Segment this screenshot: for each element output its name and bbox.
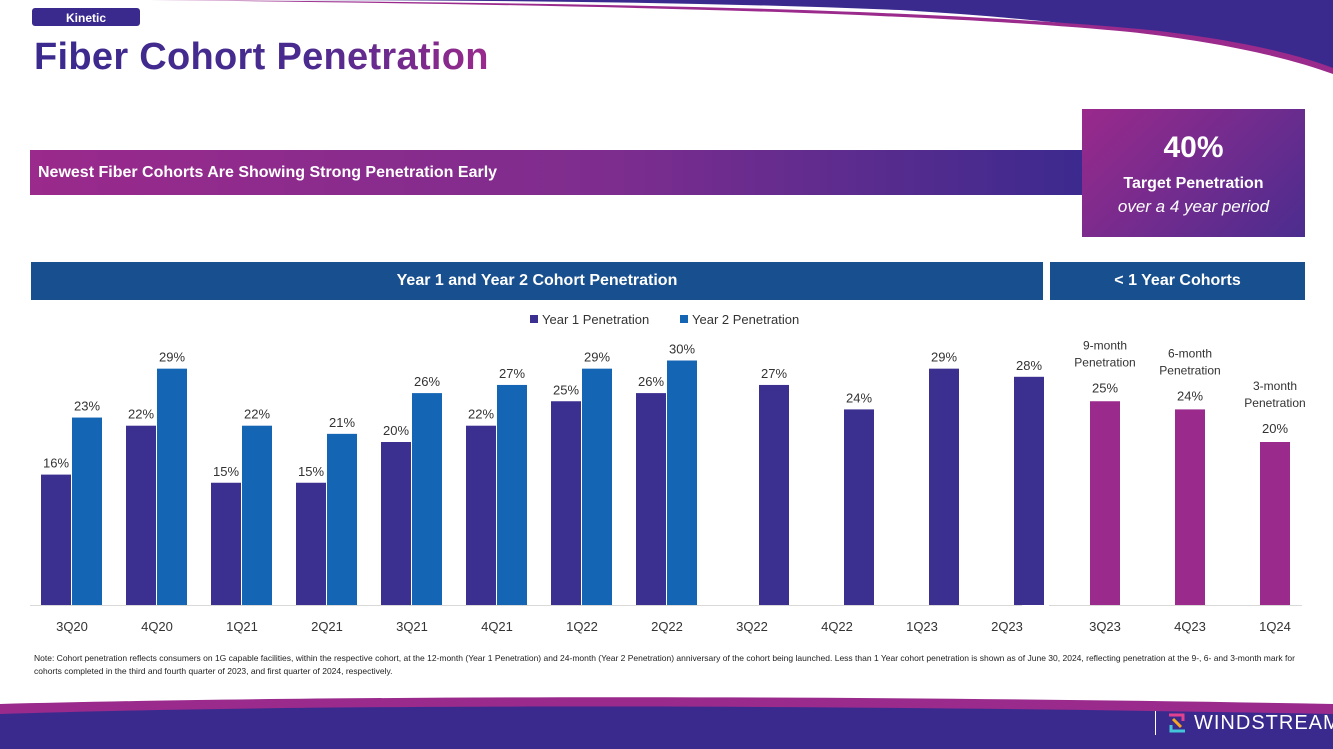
annotation-4Q23-line1: 6-month [1168,346,1212,360]
bar-year1-2Q21 [296,482,326,605]
annotation-3Q23-line1: 9-month [1083,338,1127,352]
data-label-year1-1Q23: 29% [931,350,957,365]
penetration-chart: Year 1 Penetration Year 2 Penetration 16% 2… [30,312,1306,634]
x-tick-1Q22: 1Q22 [566,619,598,634]
bar-year2-4Q20 [157,368,187,605]
legend-swatch-year1 [530,315,538,323]
data-label-year1-4Q20: 22% [128,407,154,422]
data-label-year1-2Q22: 26% [638,374,664,389]
annotation-3Q23-line2: Penetration [1074,355,1135,369]
bar-year2-3Q21 [412,393,442,605]
bar-year1-1Q23 [929,368,959,605]
bar-year1-2Q22 [636,393,666,605]
bar-year1-1Q22 [551,401,581,605]
data-label-year2-1Q22: 29% [584,350,610,365]
logo-separator [1155,711,1156,735]
data-label-year2-2Q21: 21% [329,415,355,430]
bar-year1-4Q22 [844,409,874,605]
windstream-logo-icon [1169,713,1185,733]
data-label-year2-3Q21: 26% [414,374,440,389]
x-tick-1Q21: 1Q21 [226,619,258,634]
data-label-year2-4Q21: 27% [499,366,525,381]
bar-year1-4Q21 [466,425,496,605]
x-tick-2Q22: 2Q22 [651,619,683,634]
footnote: Note: Cohort penetration reflects consum… [34,653,1295,676]
bar-year1-2Q23 [1014,376,1044,605]
logo-wordmark: WINDSTREAM [1194,711,1333,734]
data-label-year2-2Q22: 30% [669,342,695,357]
data-label-year1-4Q22: 24% [846,390,872,405]
data-label-year1-2Q21: 15% [298,464,324,479]
target-label: Target Penetration [1123,175,1264,192]
top-wave-decoration [150,0,1333,74]
x-tick-3Q23: 3Q23 [1089,619,1121,634]
x-tick-4Q20: 4Q20 [141,619,173,634]
headline-banner: Newest Fiber Cohorts Are Showing Strong … [30,150,1090,195]
bar-year2-3Q20 [72,417,102,605]
bottom-wave-decoration [0,697,1333,749]
bar-year1-3Q20 [41,474,71,605]
data-label-year1-1Q22: 25% [553,382,579,397]
data-label-year1-3Q20: 16% [43,456,69,471]
annotation-1Q24-line2: Penetration [1244,396,1305,410]
x-tick-3Q20: 3Q20 [56,619,88,634]
bar-cohort-1Q24 [1260,442,1290,605]
data-label-year2-3Q20: 23% [74,399,100,414]
data-label-cohort-3Q23: 25% [1092,380,1118,395]
target-value: 40% [1163,131,1224,164]
x-tick-2Q21: 2Q21 [311,619,343,634]
bar-year1-3Q21 [381,442,411,605]
bar-year1-4Q20 [126,425,156,605]
bar-year1-1Q21 [211,482,241,605]
bar-year2-2Q21 [327,433,357,605]
target-penetration-box: 40% Target Penetration over a 4 year per… [1082,109,1305,237]
data-label-year1-2Q23: 28% [1016,358,1042,373]
legend-swatch-year2 [680,315,688,323]
data-label-cohort-1Q24: 20% [1262,421,1288,436]
bar-year1-3Q22 [759,384,789,605]
bar-year2-4Q21 [497,384,527,605]
bar-cohort-3Q23 [1090,401,1120,605]
x-tick-4Q21: 4Q21 [481,619,513,634]
bar-year2-1Q22 [582,368,612,605]
kinetic-badge: Kinetic [32,8,140,26]
data-label-year1-4Q21: 22% [468,407,494,422]
x-tick-3Q22: 3Q22 [736,619,768,634]
x-tick-3Q21: 3Q21 [396,619,428,634]
x-tick-1Q24: 1Q24 [1259,619,1291,634]
data-label-cohort-4Q23: 24% [1177,388,1203,403]
x-tick-4Q22: 4Q22 [821,619,853,634]
target-subtitle: over a 4 year period [1117,197,1270,216]
main-chart-header: Year 1 and Year 2 Cohort Penetration [31,262,1043,300]
x-tick-2Q23: 2Q23 [991,619,1023,634]
legend-label-year2: Year 2 Penetration [692,312,799,327]
data-label-year1-3Q22: 27% [761,366,787,381]
annotation-1Q24-line1: 3-month [1253,379,1297,393]
bar-year2-1Q21 [242,425,272,605]
data-label-year1-1Q21: 15% [213,464,239,479]
data-label-year1-3Q21: 20% [383,423,409,438]
data-label-year2-1Q21: 22% [244,407,270,422]
x-tick-4Q23: 4Q23 [1174,619,1206,634]
bar-cohort-4Q23 [1175,409,1205,605]
windstream-logo: WINDSTREAM [1155,708,1333,738]
page-title: Fiber Cohort Penetration [34,36,489,78]
data-label-year2-4Q20: 29% [159,350,185,365]
annotation-4Q23-line2: Penetration [1159,363,1220,377]
x-tick-1Q23: 1Q23 [906,619,938,634]
side-chart-header: < 1 Year Cohorts [1050,262,1305,300]
bar-year2-2Q22 [667,360,697,605]
legend-label-year1: Year 1 Penetration [542,312,649,327]
